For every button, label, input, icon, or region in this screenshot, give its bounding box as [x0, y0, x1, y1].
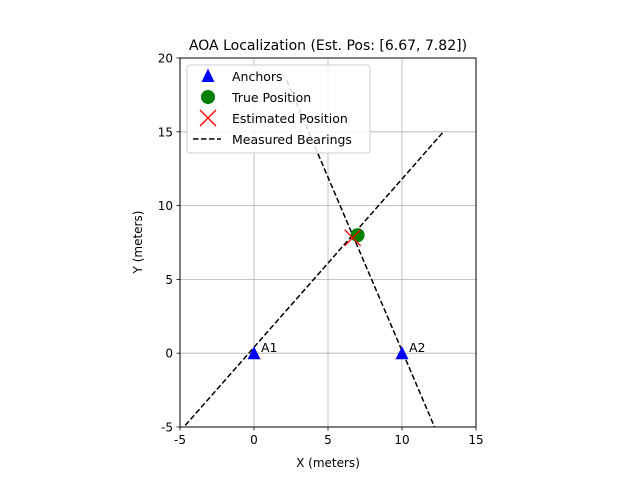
x-tick-label: 10: [394, 433, 409, 447]
legend: Anchors True Position Estimated Position…: [186, 64, 371, 154]
x-axis-label: X (meters): [296, 456, 360, 470]
y-tick-label: 15: [158, 125, 173, 139]
y-tick-label: 5: [165, 273, 173, 287]
y-tick-label: 10: [158, 199, 173, 213]
legend-true-position-marker: [201, 90, 215, 104]
x-tick-label: -5: [174, 433, 186, 447]
anchor-label-a2: A2: [409, 340, 426, 355]
data-layer: [182, 79, 445, 427]
x-tick-label: 5: [324, 433, 332, 447]
ticks: -5 0 5 10 15 -5 0 5 10 15 20: [158, 52, 484, 448]
anchor-marker-a1: [247, 346, 261, 360]
anchor-label-a1: A1: [261, 340, 278, 355]
y-axis-label: Y (meters): [131, 211, 145, 275]
anchor-marker-a2: [395, 346, 409, 360]
legend-anchors-label: Anchors: [232, 69, 283, 84]
y-tick-label: 20: [158, 52, 173, 66]
legend-anchors-marker: [201, 68, 215, 82]
bearing-line-1: [182, 131, 445, 427]
x-tick-label: 15: [468, 433, 483, 447]
legend-estimated-position-label: Estimated Position: [232, 111, 348, 126]
legend-true-position-label: True Position: [231, 90, 311, 105]
y-tick-label: 0: [165, 347, 173, 361]
legend-estimated-position-marker: [199, 109, 217, 127]
true-position-marker: [350, 228, 365, 243]
y-tick-label: -5: [161, 421, 173, 435]
x-tick-label: 0: [250, 433, 258, 447]
point-labels: A1 A2: [261, 340, 426, 355]
bearing-line-2: [285, 79, 436, 427]
estimated-position-marker: [344, 229, 362, 247]
legend-box: [186, 64, 371, 154]
chart-title: AOA Localization (Est. Pos: [6.67, 7.82]…: [189, 38, 467, 54]
legend-bearings-label: Measured Bearings: [232, 132, 352, 147]
